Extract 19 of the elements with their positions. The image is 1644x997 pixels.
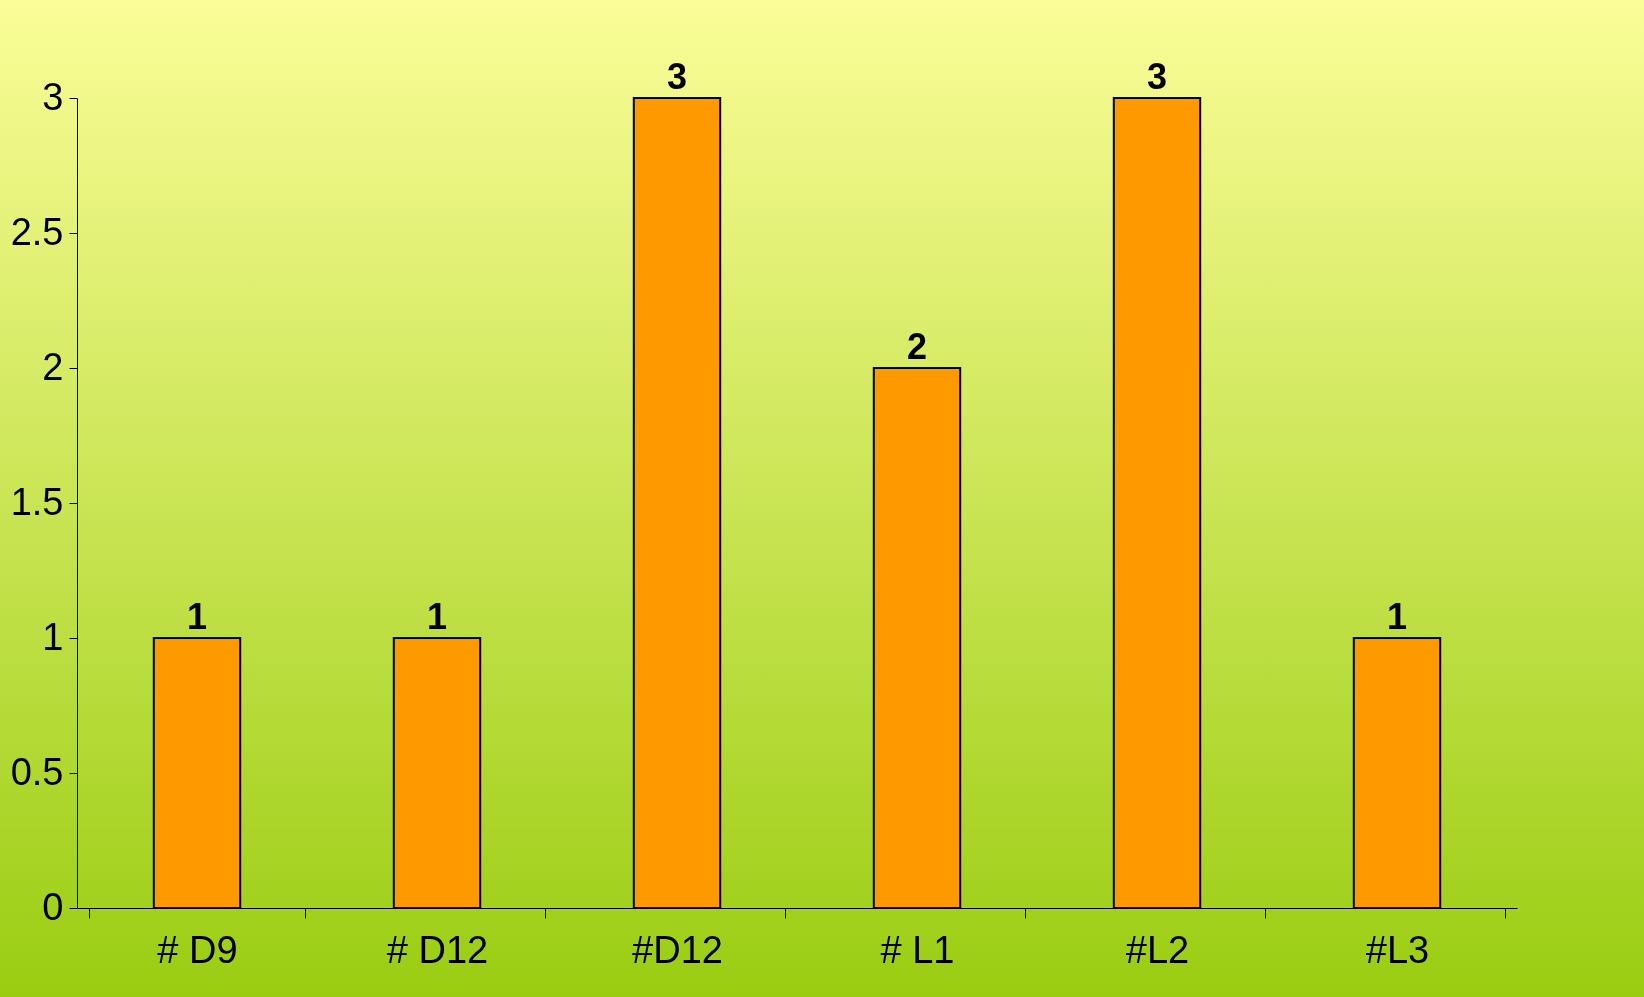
x-tick-label: # D9 xyxy=(157,928,238,971)
data-label: 1 xyxy=(186,596,208,637)
data-label: 1 xyxy=(1386,596,1408,637)
data-label: 2 xyxy=(906,326,928,367)
x-tick-label: #L2 xyxy=(1125,928,1190,971)
y-tick-label: 1.5 xyxy=(10,480,64,523)
y-tick-label: 0.5 xyxy=(10,750,64,793)
data-label: 3 xyxy=(1146,56,1168,97)
data-label: 3 xyxy=(666,56,688,97)
y-tick-label: 2.5 xyxy=(10,210,64,253)
y-tick-label: 1 xyxy=(42,615,64,658)
y-tick-label: 2 xyxy=(42,345,64,388)
y-tick-label: 0 xyxy=(42,885,64,928)
x-tick-label: #L3 xyxy=(1365,928,1430,971)
y-tick-label: 3 xyxy=(42,75,64,118)
x-tick-label: # L1 xyxy=(880,928,955,971)
data-label: 1 xyxy=(426,596,448,637)
x-tick-label: #D12 xyxy=(632,928,723,971)
x-tick-label: # D12 xyxy=(386,928,489,971)
